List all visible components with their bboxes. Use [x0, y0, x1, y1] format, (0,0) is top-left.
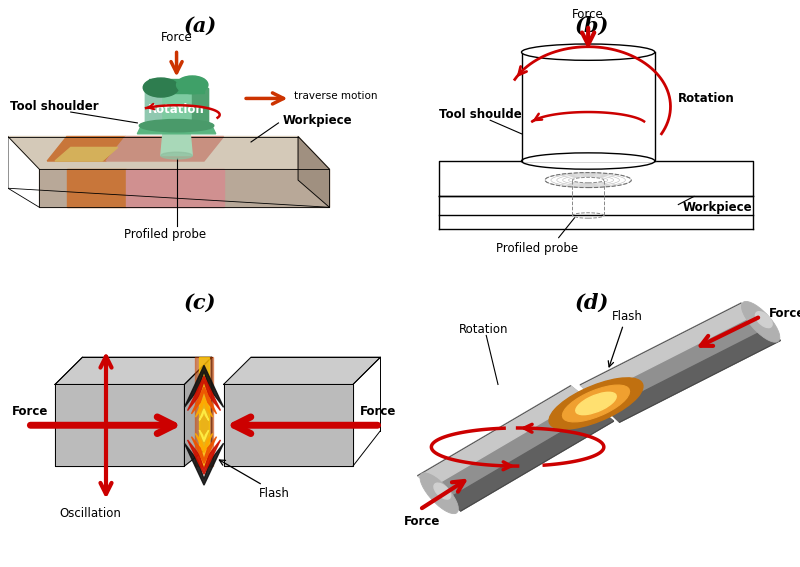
Polygon shape — [580, 303, 780, 422]
Text: Tool shoulder: Tool shoulder — [10, 100, 98, 113]
Polygon shape — [67, 169, 126, 208]
Polygon shape — [522, 52, 654, 161]
Text: Force: Force — [161, 31, 193, 44]
Polygon shape — [191, 387, 217, 414]
Text: Force: Force — [12, 405, 48, 418]
Ellipse shape — [177, 76, 208, 94]
Ellipse shape — [420, 473, 458, 514]
Text: Force: Force — [360, 405, 396, 418]
Polygon shape — [191, 437, 217, 463]
Ellipse shape — [143, 78, 178, 97]
Text: Force: Force — [404, 515, 440, 528]
Polygon shape — [55, 357, 212, 384]
Text: Rotation: Rotation — [459, 324, 508, 336]
Polygon shape — [138, 126, 216, 134]
Polygon shape — [195, 398, 213, 417]
Polygon shape — [184, 357, 212, 466]
Polygon shape — [199, 409, 209, 420]
Polygon shape — [199, 357, 209, 466]
Polygon shape — [55, 384, 184, 466]
Text: Profiled probe: Profiled probe — [124, 228, 206, 241]
Polygon shape — [298, 137, 330, 208]
Text: Force: Force — [769, 307, 800, 320]
Polygon shape — [8, 137, 330, 169]
Polygon shape — [199, 430, 209, 442]
Text: (c): (c) — [184, 293, 216, 313]
Polygon shape — [106, 137, 224, 161]
Ellipse shape — [742, 302, 780, 342]
Polygon shape — [418, 386, 614, 511]
Polygon shape — [439, 161, 753, 196]
Text: (d): (d) — [575, 293, 610, 313]
Polygon shape — [224, 384, 353, 466]
Ellipse shape — [576, 392, 616, 414]
Text: Flash: Flash — [259, 487, 290, 500]
Polygon shape — [184, 365, 224, 407]
Polygon shape — [187, 440, 221, 474]
Polygon shape — [195, 357, 213, 466]
Polygon shape — [418, 386, 585, 487]
Polygon shape — [195, 433, 213, 452]
Ellipse shape — [139, 120, 214, 132]
Text: (b): (b) — [575, 15, 610, 35]
Polygon shape — [146, 87, 161, 126]
Polygon shape — [184, 443, 224, 485]
Ellipse shape — [562, 385, 630, 422]
Polygon shape — [580, 303, 754, 397]
Polygon shape — [146, 87, 208, 126]
Ellipse shape — [522, 44, 654, 60]
Text: Rotation: Rotation — [148, 103, 205, 116]
Text: Workpiece: Workpiece — [282, 114, 352, 126]
Ellipse shape — [161, 152, 192, 159]
Text: Tool shoulder: Tool shoulder — [439, 108, 528, 121]
Ellipse shape — [434, 483, 450, 499]
Polygon shape — [126, 169, 224, 208]
Text: Profiled probe: Profiled probe — [496, 242, 578, 255]
Text: Rotation: Rotation — [678, 92, 735, 105]
Polygon shape — [161, 134, 192, 155]
Text: Force: Force — [572, 8, 604, 21]
Polygon shape — [149, 79, 204, 93]
Text: (a): (a) — [183, 15, 217, 35]
Text: Workpiece: Workpiece — [682, 201, 752, 214]
Polygon shape — [39, 169, 330, 208]
Text: traverse motion: traverse motion — [294, 91, 378, 101]
Polygon shape — [55, 147, 118, 161]
Polygon shape — [187, 376, 221, 411]
Ellipse shape — [549, 378, 643, 429]
Polygon shape — [47, 137, 126, 161]
Polygon shape — [224, 357, 381, 384]
Polygon shape — [607, 328, 780, 422]
Text: Flash: Flash — [612, 310, 642, 323]
Ellipse shape — [755, 312, 772, 328]
Text: Oscillation: Oscillation — [59, 507, 121, 520]
Polygon shape — [446, 410, 614, 511]
Polygon shape — [192, 87, 208, 126]
